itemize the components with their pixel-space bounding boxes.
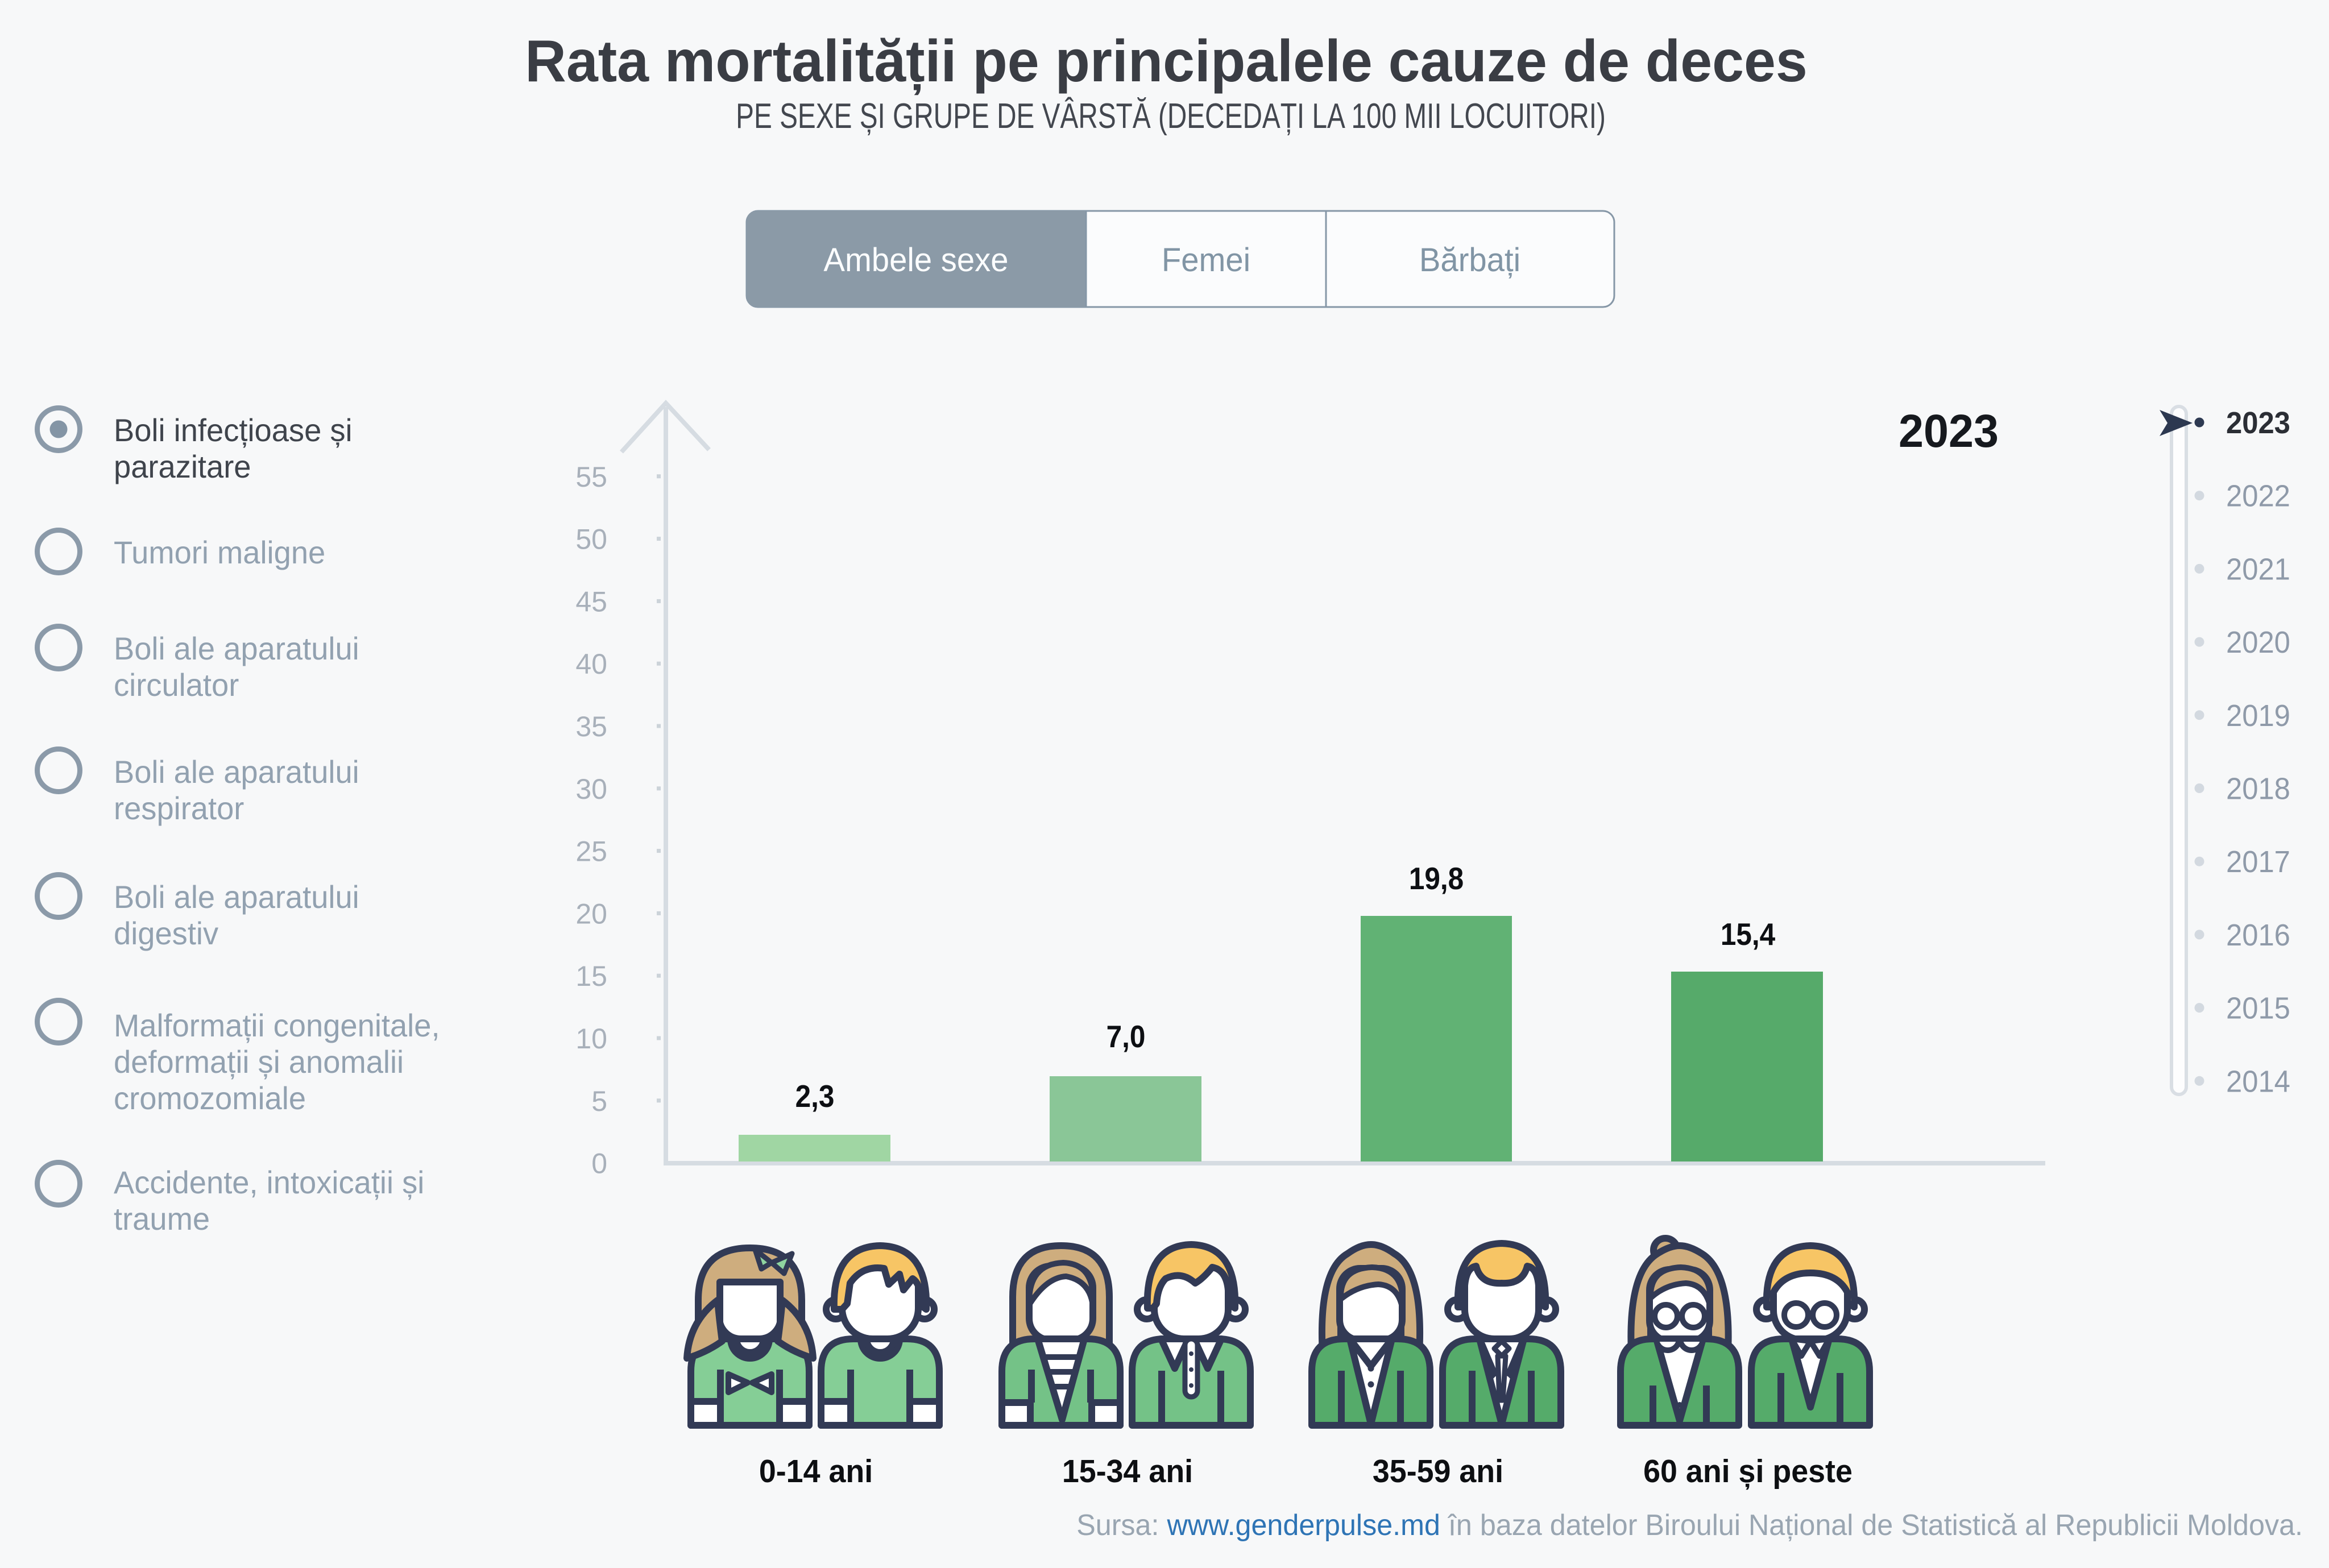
svg-text:Boli infecțioase și: Boli infecțioase și xyxy=(114,412,353,448)
svg-text:Accidente, intoxicații și: Accidente, intoxicații și xyxy=(114,1164,424,1200)
svg-text:2023: 2023 xyxy=(2226,406,2290,441)
svg-text:2018: 2018 xyxy=(2226,772,2290,806)
svg-text:Ambele sexe: Ambele sexe xyxy=(823,242,1008,279)
svg-text:15,4: 15,4 xyxy=(1721,918,1775,952)
svg-text:Rata mortalității pe principal: Rata mortalității pe principalele cauze … xyxy=(525,27,1807,95)
svg-text:Boli ale aparatului: Boli ale aparatului xyxy=(114,879,359,915)
svg-text:20: 20 xyxy=(575,898,607,930)
svg-text:Tumori maligne: Tumori maligne xyxy=(114,534,325,570)
svg-text:parazitare: parazitare xyxy=(114,449,251,484)
svg-text:2021: 2021 xyxy=(2226,553,2290,587)
svg-text:deformații și anomalii: deformații și anomalii xyxy=(114,1044,404,1080)
svg-text:7,0: 7,0 xyxy=(1107,1020,1146,1055)
svg-text:19,8: 19,8 xyxy=(1409,862,1464,897)
svg-text:35-59 ani: 35-59 ani xyxy=(1373,1453,1503,1490)
svg-text:30: 30 xyxy=(575,773,607,805)
svg-text:0: 0 xyxy=(591,1148,607,1180)
svg-text:55: 55 xyxy=(575,461,607,493)
svg-text:circulator: circulator xyxy=(114,667,239,703)
svg-text:15-34 ani: 15-34 ani xyxy=(1062,1453,1193,1490)
svg-text:40: 40 xyxy=(575,648,607,680)
svg-text:Malformații congenitale,: Malformații congenitale, xyxy=(114,1007,440,1043)
svg-text:10: 10 xyxy=(575,1023,607,1055)
svg-text:Femei: Femei xyxy=(1162,242,1250,279)
svg-text:60 ani și peste: 60 ani și peste xyxy=(1643,1453,1853,1490)
svg-text:45: 45 xyxy=(575,586,607,617)
svg-text:2023: 2023 xyxy=(1899,405,1999,458)
svg-text:2,3: 2,3 xyxy=(795,1080,835,1114)
svg-text:respirator: respirator xyxy=(114,790,244,826)
svg-text:traume: traume xyxy=(114,1201,210,1237)
svg-text:2022: 2022 xyxy=(2226,479,2290,513)
svg-text:2016: 2016 xyxy=(2226,919,2290,953)
svg-text:5: 5 xyxy=(591,1085,607,1117)
svg-text:2017: 2017 xyxy=(2226,845,2290,880)
svg-text:2015: 2015 xyxy=(2226,992,2290,1026)
svg-text:Boli ale aparatului: Boli ale aparatului xyxy=(114,630,359,666)
svg-text:Boli ale aparatului: Boli ale aparatului xyxy=(114,754,359,790)
svg-text:35: 35 xyxy=(575,711,607,742)
svg-text:50: 50 xyxy=(575,524,607,555)
svg-text:15: 15 xyxy=(575,960,607,992)
svg-text:0-14 ani: 0-14 ani xyxy=(759,1453,873,1490)
svg-text:Sursa: www.genderpulse.md în b: Sursa: www.genderpulse.md în baza datelo… xyxy=(1076,1508,2303,1541)
svg-text:Bărbați: Bărbați xyxy=(1419,242,1520,279)
svg-text:digestiv: digestiv xyxy=(114,915,219,951)
svg-text:25: 25 xyxy=(575,836,607,868)
svg-text:2019: 2019 xyxy=(2226,699,2290,733)
svg-text:2020: 2020 xyxy=(2226,626,2290,660)
svg-text:2014: 2014 xyxy=(2226,1065,2290,1099)
svg-text:PE SEXE ȘI GRUPE DE VÂRSTĂ (DE: PE SEXE ȘI GRUPE DE VÂRSTĂ (DECEDAȚI LA … xyxy=(736,96,1606,135)
svg-text:cromozomiale: cromozomiale xyxy=(114,1080,306,1116)
